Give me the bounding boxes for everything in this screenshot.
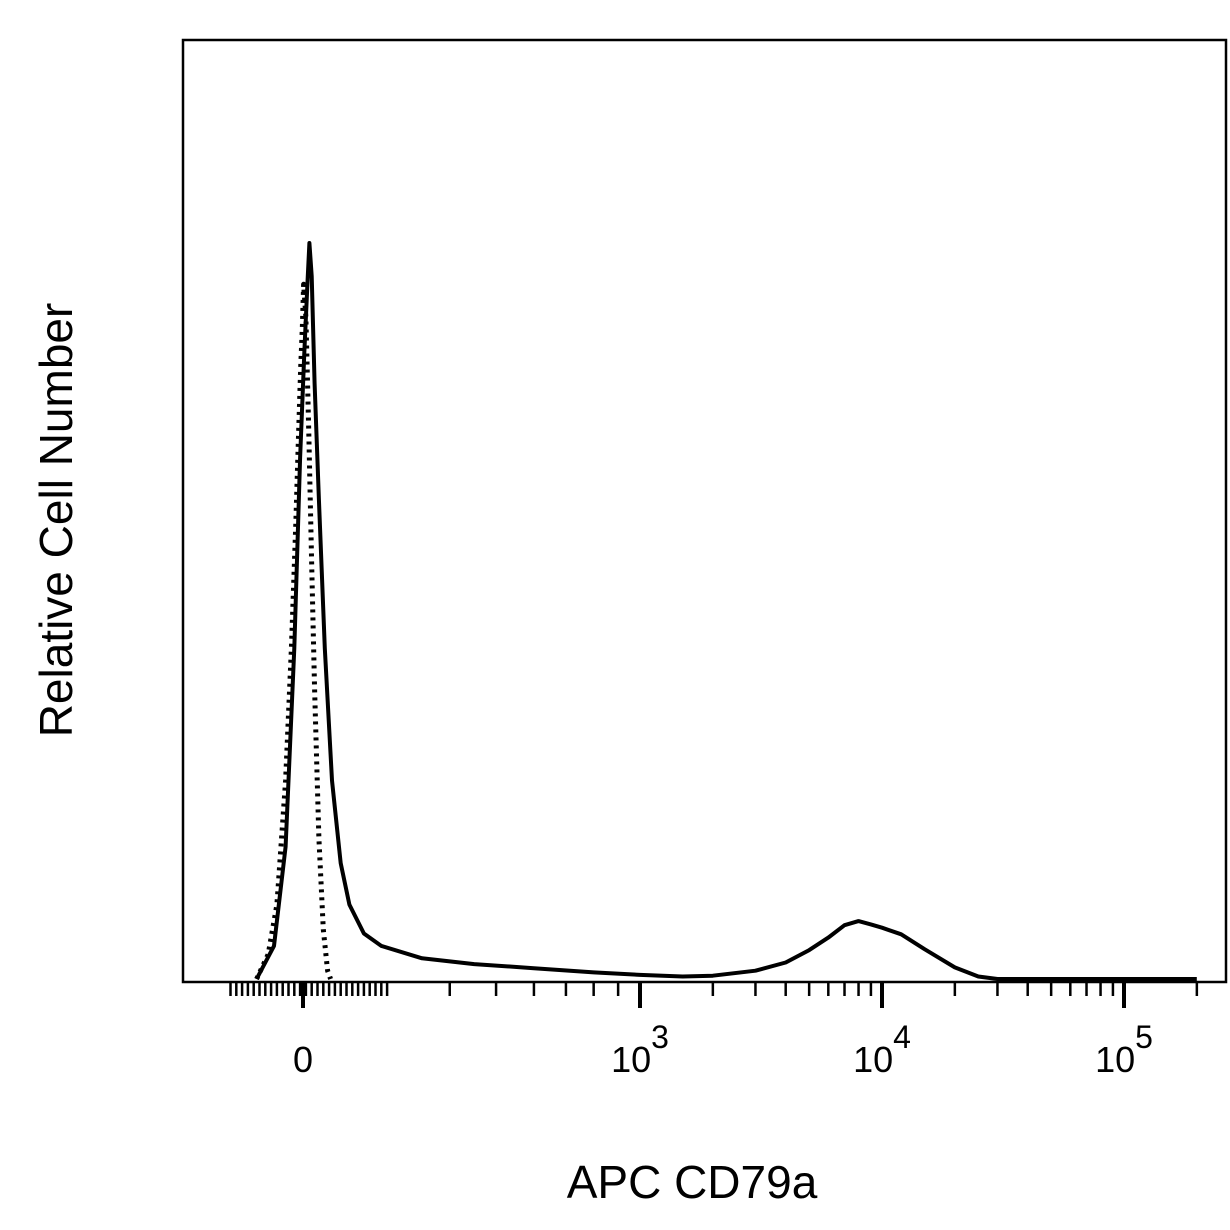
x-tick-label: 105 [1095, 1019, 1153, 1080]
tick-label-base: 10 [853, 1039, 893, 1080]
y-axis-label: Relative Cell Number [30, 303, 82, 738]
x-minor-ticks [229, 982, 1199, 996]
x-tick-label: 103 [611, 1019, 669, 1080]
tick-label-base: 10 [611, 1039, 651, 1080]
plot-frame [181, 38, 1228, 984]
series-layer [254, 241, 1197, 981]
tick-label-exponent: 4 [893, 1019, 911, 1055]
tick-label-exponent: 3 [651, 1019, 669, 1055]
stained-histogram-line [254, 241, 1197, 981]
x-axis-label: APC CD79a [567, 1156, 818, 1208]
tick-label-base: 10 [1095, 1039, 1135, 1080]
x-major-ticks [301, 982, 1126, 1008]
x-tick-label: 104 [853, 1019, 911, 1080]
tick-label-exponent: 5 [1135, 1019, 1153, 1055]
x-tick-label: 0 [293, 1039, 313, 1080]
